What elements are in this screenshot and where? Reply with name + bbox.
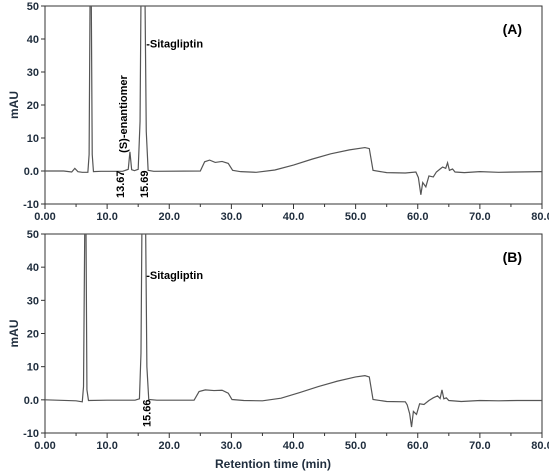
x-tick-label: 80.0	[531, 211, 549, 223]
x-tick-label: 70.0	[469, 211, 490, 223]
y-axis-title: mAU	[7, 91, 21, 119]
panel-a: -10 0.0 10 20 30 40 50 0.00 10.0 20.0 30.0 40.0 50.0…	[7, 1, 549, 223]
x-tick-label: 80.0	[531, 440, 549, 452]
y-tick-label: 40	[27, 34, 39, 46]
peak-label: (S)-enantiomer	[118, 75, 130, 153]
x-tick-label: 0.00	[34, 440, 55, 452]
y-tick-label: 50	[27, 1, 39, 13]
x-tick-label: 40.0	[283, 211, 304, 223]
y-tick-label: 0.0	[24, 395, 39, 407]
x-tick-label: 70.0	[469, 440, 490, 452]
chromatogram-trace	[45, 234, 542, 428]
y-tick-label: 10	[27, 133, 39, 145]
panel-b: -10 0.0 10 20 30 40 50 0.00 10.0 20.0 30.0 40.0 50.0…	[7, 229, 549, 452]
y-axis-title: mAU	[7, 319, 21, 347]
y-tick-label: 40	[27, 262, 39, 274]
x-tick-label: 30.0	[221, 211, 242, 223]
peak-label: -Sitagliptin	[146, 38, 203, 50]
y-tick-label: 20	[27, 329, 39, 341]
retention-time-label: 13.67	[115, 170, 127, 198]
y-tick-label: 10	[27, 362, 39, 374]
retention-time-label: 15.69	[139, 170, 151, 198]
x-tick-label: 50.0	[345, 440, 366, 452]
y-tick-label: 20	[27, 100, 39, 112]
y-tick-label: -10	[23, 428, 39, 440]
panel-label: (B)	[503, 249, 522, 265]
x-tick-label: 50.0	[345, 211, 366, 223]
peak-label: -Sitagliptin	[146, 270, 203, 282]
x-tick-label: 60.0	[407, 440, 428, 452]
y-tick-label: 50	[27, 229, 39, 241]
x-tick-label: 20.0	[159, 211, 180, 223]
y-tick-label: 30	[27, 295, 39, 307]
plot-frame	[44, 233, 543, 434]
y-tick-label: 0.0	[24, 166, 39, 178]
y-tick-label: -10	[23, 199, 39, 211]
y-tick-label: 30	[27, 67, 39, 79]
x-tick-label: 10.0	[96, 211, 117, 223]
retention-time-label: 15.66	[141, 399, 153, 427]
x-tick-label: 60.0	[407, 211, 428, 223]
x-tick-label: 20.0	[159, 440, 180, 452]
x-tick-label: 40.0	[283, 440, 304, 452]
panel-label: (A)	[503, 21, 522, 37]
x-tick-label: 30.0	[221, 440, 242, 452]
x-axis-title: Retention time (min)	[215, 457, 331, 471]
x-tick-label: 10.0	[96, 440, 117, 452]
chromatogram-trace	[45, 6, 542, 195]
x-tick-label: 0.00	[34, 211, 55, 223]
